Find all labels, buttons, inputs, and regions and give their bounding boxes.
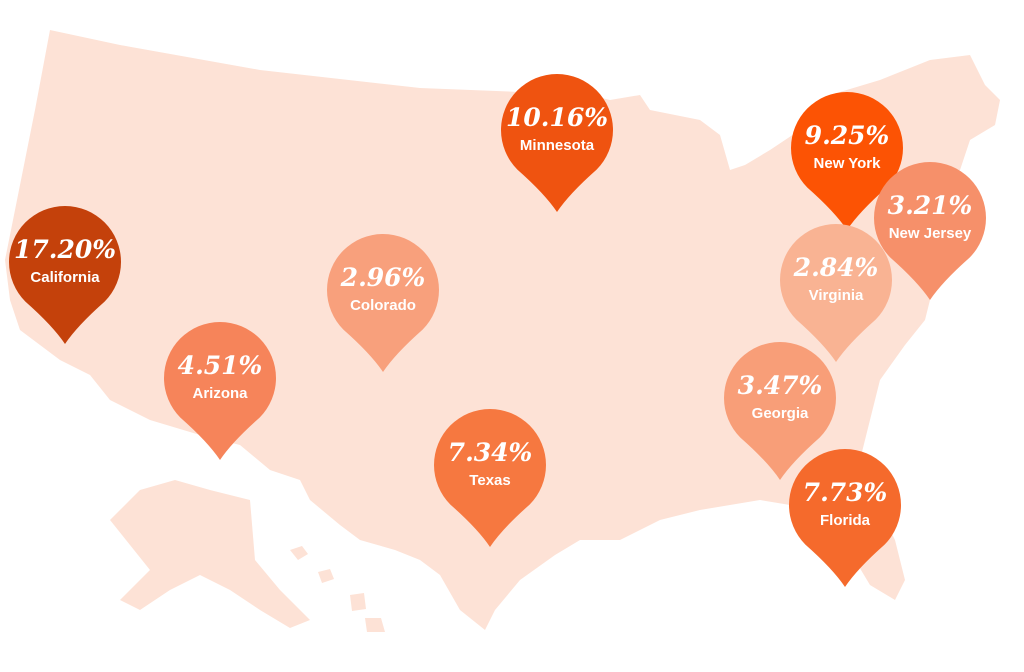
pin-state: California xyxy=(30,269,100,286)
pin-shape xyxy=(8,206,121,344)
pin-percent: 17.20% xyxy=(14,235,116,264)
pin-state: Colorado xyxy=(350,297,416,314)
pin-state: Texas xyxy=(469,472,510,489)
pin-percent: 7.73% xyxy=(803,478,888,507)
pin-state: Georgia xyxy=(752,405,809,422)
pin: 3.47% Georgia xyxy=(724,342,836,480)
pin-state: New Jersey xyxy=(889,225,972,242)
hawaii xyxy=(290,546,385,632)
pin-state: Minnesota xyxy=(520,137,595,154)
pin-percent: 4.51% xyxy=(178,351,263,380)
pin-state: Arizona xyxy=(192,385,248,402)
pin: 2.96% Colorado xyxy=(327,234,439,372)
pin: 7.34% Texas xyxy=(434,409,546,547)
pin-percent: 3.21% xyxy=(888,191,973,220)
pins: 17.20% California 10.16% Minnesota 9.25% New … xyxy=(8,74,986,587)
pin-state: New York xyxy=(814,155,882,172)
pin: 9.25% New York xyxy=(791,92,903,230)
pin-percent: 2.84% xyxy=(793,253,879,282)
pin-state: Florida xyxy=(820,512,871,529)
pin-shape xyxy=(791,92,903,230)
alaska xyxy=(110,480,310,628)
pin: 10.16% Minnesota xyxy=(501,74,613,212)
pin-shape xyxy=(789,449,901,587)
pin-percent: 9.25% xyxy=(805,121,890,150)
contiguous-us xyxy=(5,30,1000,630)
pin-shape xyxy=(501,74,613,212)
pin: 2.84% Virginia xyxy=(780,224,892,362)
pin: 3.21% New Jersey xyxy=(874,162,986,300)
pin-shape xyxy=(164,322,276,460)
us-map-shape xyxy=(5,30,1000,632)
pin-percent: 3.47% xyxy=(738,371,823,400)
pin: 4.51% Arizona xyxy=(164,322,276,460)
pin-shape xyxy=(874,162,986,300)
pin-shape xyxy=(780,224,892,362)
pin-percent: 2.96% xyxy=(340,263,426,292)
pin-state: Virginia xyxy=(809,287,864,304)
pin: 17.20% California xyxy=(8,206,121,344)
pin-percent: 7.34% xyxy=(448,438,533,467)
pin: 7.73% Florida xyxy=(789,449,901,587)
pin-shape xyxy=(327,234,439,372)
pin-shape xyxy=(724,342,836,480)
pin-shape xyxy=(434,409,546,547)
pin-percent: 10.16% xyxy=(506,103,608,132)
